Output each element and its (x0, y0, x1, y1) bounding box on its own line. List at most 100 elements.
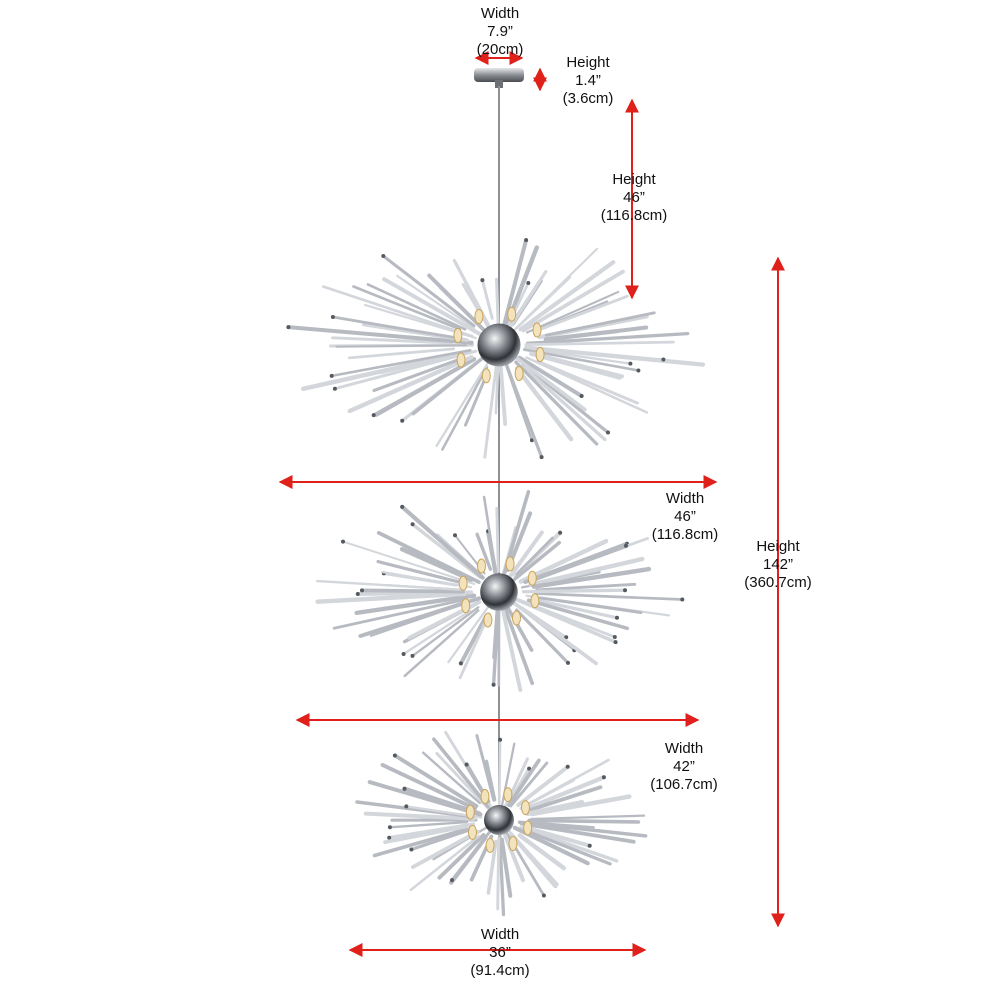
glass-rod (498, 833, 506, 917)
glass-rod (501, 610, 523, 692)
overall-height-label: Height 142” (360.7cm) (744, 538, 812, 592)
glass-rod (331, 315, 456, 339)
rod-tip (392, 753, 397, 758)
rod-tip (480, 278, 485, 283)
glass-rod (286, 325, 474, 345)
tier1-width-label: Width 46” (116.8cm) (652, 490, 718, 544)
glass-rod (381, 254, 476, 328)
glass-rod (524, 775, 607, 811)
glass-rod (526, 331, 690, 345)
light-bulb (465, 804, 475, 820)
rod-tip (402, 786, 407, 791)
glass-rod (396, 274, 476, 330)
rod-tip (526, 281, 531, 285)
light-bulb (458, 575, 468, 591)
glass-rod (495, 277, 500, 333)
glass-rod (519, 779, 575, 810)
light-bulb (480, 789, 490, 804)
glass-rod (517, 820, 648, 838)
glass-rod (518, 260, 616, 332)
glass-rod (482, 495, 497, 570)
rod-tip (401, 652, 406, 656)
chrome-hub (477, 323, 521, 367)
canopy-width-imperial: 7.9” (487, 23, 513, 40)
light-bulb (514, 366, 524, 381)
canopy-height-imperial: 1.4” (575, 72, 601, 89)
tier2-width-imperial: 42” (673, 758, 695, 775)
rod-tip (410, 522, 415, 527)
glass-rod (533, 294, 629, 333)
tier1-width-title: Width (665, 490, 705, 507)
rod-tip (606, 430, 610, 435)
glass-rod (497, 738, 502, 809)
glass-rod (494, 363, 500, 415)
light-bulb (483, 612, 493, 628)
rod-tip (404, 804, 409, 809)
rod-tip (529, 438, 534, 443)
rod-tip (355, 592, 360, 596)
glass-rod (335, 344, 467, 348)
canopy-width-label: Width 7.9” (20cm) (477, 5, 524, 59)
rod-tip (332, 386, 337, 391)
tier2-width-metric: (106.7cm) (650, 776, 718, 793)
glass-rod (524, 340, 675, 347)
glass-rod (450, 828, 493, 882)
glass-rod (347, 355, 474, 414)
rod-tip (453, 533, 457, 538)
glass-rod (352, 285, 461, 331)
light-bulb (521, 800, 530, 816)
glass-rod (372, 827, 469, 858)
glass-rod (515, 536, 554, 576)
rod-tip (527, 766, 532, 771)
light-bulb (453, 328, 463, 343)
rod-tip (458, 661, 463, 666)
overall-height-imperial: 142” (762, 556, 794, 573)
light-bulb (505, 556, 515, 572)
glass-rod (531, 821, 595, 829)
rod-tip (464, 762, 469, 767)
glass-rod (376, 531, 481, 584)
rod-tip (558, 530, 563, 535)
glass-rod (524, 825, 592, 848)
glass-rod (330, 348, 472, 378)
glass-rod (366, 283, 467, 331)
glass-rod (511, 600, 598, 666)
chrome-hub (484, 805, 514, 835)
rod-tip (491, 682, 496, 687)
glass-rod (514, 608, 570, 665)
rod-tip (615, 615, 619, 620)
light-bulb (507, 306, 517, 322)
glass-rod (492, 608, 500, 660)
glass-rod (501, 603, 535, 686)
glass-rod (511, 540, 562, 583)
dimension-arrows (278, 51, 785, 957)
rod-tip (329, 373, 334, 378)
glass-rod (536, 359, 639, 405)
glass-rod (316, 579, 464, 591)
starburst-tier-middle (315, 489, 685, 692)
starburst-tier-bottom (355, 730, 648, 917)
rod-tip (624, 543, 628, 548)
glass-rod (514, 366, 574, 442)
rod-tip (539, 455, 544, 460)
glass-rod (517, 833, 567, 871)
rod-tip (628, 361, 633, 366)
glass-rod (380, 763, 477, 811)
glass-rod (521, 588, 627, 594)
glass-rod (523, 366, 607, 442)
rod-tip (381, 254, 386, 258)
rod-tip (612, 635, 617, 639)
glass-rod (526, 598, 630, 631)
rod-tip (661, 357, 666, 362)
rod-tip (341, 539, 345, 544)
light-bulb (508, 836, 518, 851)
rod-tip (286, 325, 291, 330)
tier3-width-title: Width (480, 926, 520, 943)
glass-rod (516, 764, 570, 808)
rod-tip (565, 764, 570, 769)
glass-rod (495, 506, 500, 573)
rod-tip (613, 640, 618, 645)
tier3-width-metric: (91.4cm) (470, 962, 530, 979)
glass-rod (381, 570, 472, 589)
